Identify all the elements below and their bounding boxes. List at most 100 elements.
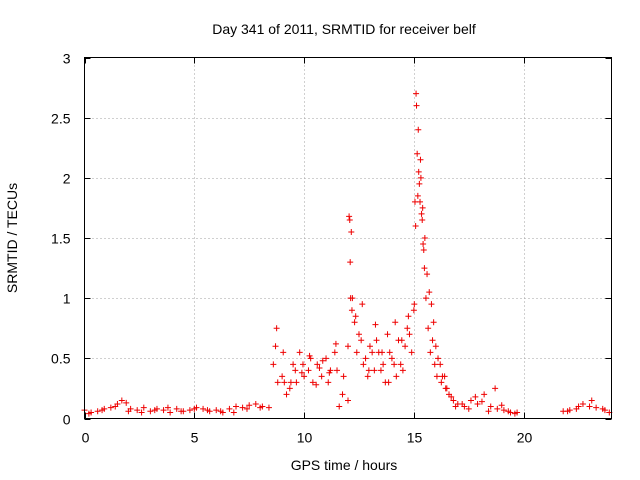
data-point — [402, 343, 409, 350]
data-point — [164, 404, 171, 411]
data-point — [421, 235, 428, 241]
data-point — [348, 307, 355, 314]
data-point — [359, 301, 366, 308]
data-point — [151, 407, 158, 414]
data-point — [379, 349, 386, 356]
data-point — [265, 404, 272, 411]
x-tick-label: 15 — [407, 430, 423, 446]
data-point — [385, 379, 392, 386]
data-point — [358, 337, 365, 344]
data-point — [420, 247, 427, 254]
data-point — [200, 405, 207, 412]
data-point — [511, 410, 518, 417]
data-point — [438, 379, 445, 386]
data-point — [393, 373, 400, 380]
data-point — [418, 210, 425, 217]
data-point — [505, 408, 512, 415]
data-point — [345, 397, 351, 404]
data-point — [420, 241, 427, 248]
data-point — [388, 355, 395, 362]
data-point — [411, 301, 418, 308]
data-point — [601, 407, 608, 414]
data-point — [279, 373, 286, 380]
data-point — [399, 367, 406, 374]
data-point — [230, 409, 237, 416]
data-point — [442, 385, 449, 392]
data-point — [292, 367, 299, 374]
data-point — [280, 349, 287, 356]
grid — [84, 57, 612, 419]
y-tick-label: 0 — [63, 412, 71, 428]
data-point — [332, 340, 339, 347]
data-point — [281, 379, 288, 386]
data-point — [340, 373, 347, 380]
y-tick-label: 3 — [63, 51, 71, 67]
data-point — [252, 401, 259, 408]
x-tick-label: 0 — [82, 430, 90, 446]
data-point — [246, 402, 253, 409]
data-point — [306, 352, 313, 359]
data-point — [386, 349, 393, 356]
data-point — [579, 401, 586, 408]
data-point — [283, 391, 290, 398]
data-point — [347, 295, 354, 302]
data-point — [178, 408, 185, 415]
data-point — [134, 407, 141, 414]
data-point — [299, 361, 306, 368]
data-point — [500, 407, 507, 414]
data-point — [301, 373, 308, 380]
data-point — [435, 355, 442, 362]
data-point — [373, 337, 380, 344]
data-point — [406, 331, 413, 338]
y-tick-label: 1.5 — [51, 231, 71, 247]
x-axis-label: GPS time / hours — [291, 457, 398, 473]
data-point — [586, 403, 593, 410]
data-point — [257, 404, 264, 411]
data-point — [372, 321, 379, 328]
data-point — [85, 410, 92, 417]
data-point — [293, 379, 300, 386]
data-point — [564, 408, 571, 415]
data-point — [448, 393, 455, 400]
data-point — [346, 213, 353, 220]
data-point — [186, 407, 193, 414]
chart-title: Day 341 of 2011, SRMTID for receiver bel… — [212, 21, 476, 37]
data-point — [427, 349, 434, 356]
data-point — [204, 407, 211, 414]
data-point — [270, 361, 277, 368]
data-point — [296, 349, 303, 356]
data-point — [173, 405, 180, 412]
data-point — [347, 259, 354, 266]
x-tick-label: 5 — [191, 430, 199, 446]
data-point — [410, 307, 417, 314]
data-point — [428, 301, 435, 308]
data-point — [217, 408, 224, 415]
data-point — [421, 265, 428, 272]
data-point — [426, 289, 433, 296]
data-point — [575, 403, 582, 410]
data-point — [287, 379, 294, 386]
data-point — [371, 367, 378, 374]
data-point — [384, 331, 391, 338]
axes: 0 0.5 1 1.5 2 2.5 3 0 5 10 15 20 — [51, 51, 612, 446]
data-point — [94, 408, 101, 415]
data-point — [314, 361, 321, 368]
y-tick-label: 2.5 — [51, 111, 71, 127]
data-point — [346, 216, 353, 223]
data-point — [485, 408, 492, 415]
data-point — [138, 409, 145, 416]
data-point — [351, 319, 358, 326]
data-point — [339, 391, 346, 398]
data-point — [318, 373, 325, 380]
data-point — [412, 222, 419, 229]
data-point — [355, 331, 362, 338]
data-point — [452, 403, 459, 410]
data-point — [593, 404, 600, 411]
data-point — [298, 369, 305, 376]
data-point — [380, 361, 387, 368]
data-point — [99, 407, 106, 414]
data-point — [413, 90, 420, 97]
data-point — [160, 407, 167, 414]
data-point — [286, 385, 293, 392]
